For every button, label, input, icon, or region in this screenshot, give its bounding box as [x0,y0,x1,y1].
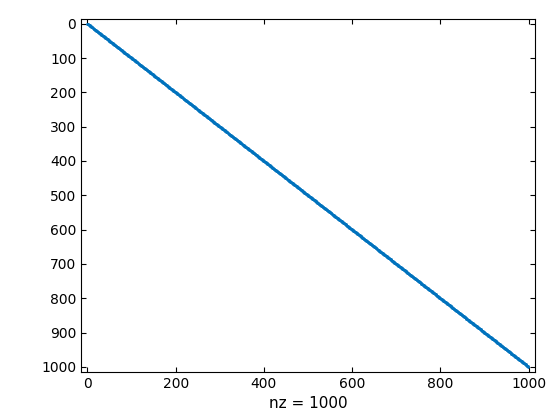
X-axis label: nz = 1000: nz = 1000 [269,396,347,411]
